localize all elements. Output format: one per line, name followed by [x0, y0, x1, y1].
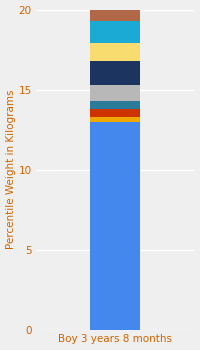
Bar [90, 61, 140, 85]
Bar [90, 43, 140, 61]
Bar [90, 9, 140, 21]
Y-axis label: Percentile Weight in Kilograms: Percentile Weight in Kilograms [6, 90, 16, 249]
Bar [90, 109, 140, 117]
Bar [90, 101, 140, 109]
Bar [90, 117, 140, 121]
Bar [90, 21, 140, 43]
Bar [90, 121, 140, 330]
Bar [90, 85, 140, 101]
